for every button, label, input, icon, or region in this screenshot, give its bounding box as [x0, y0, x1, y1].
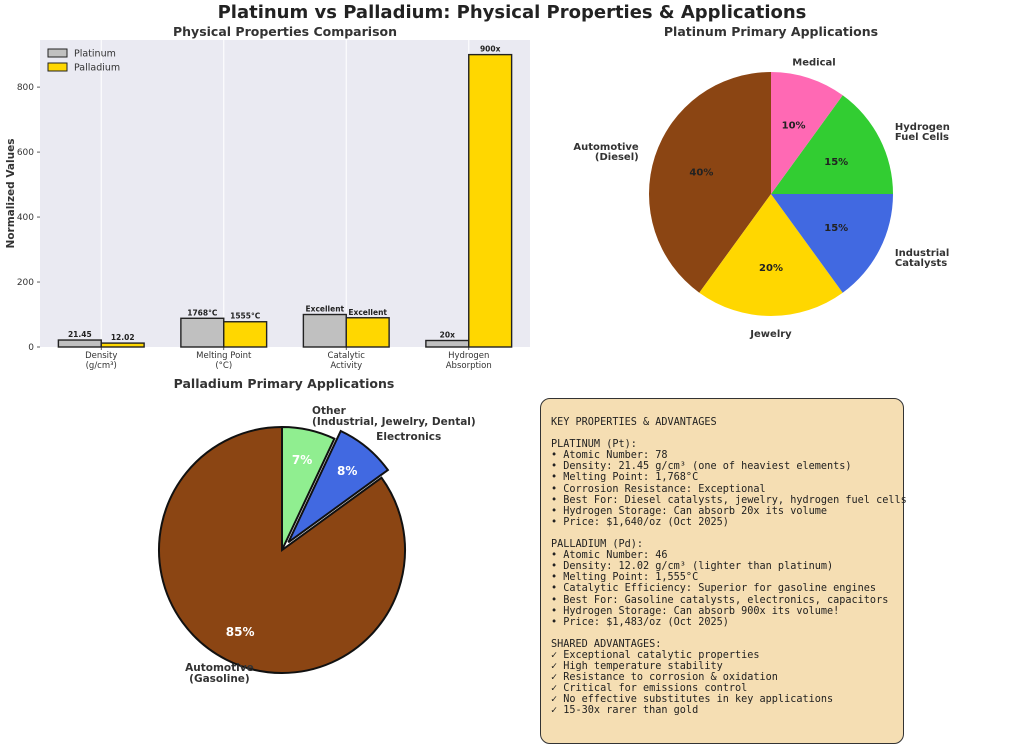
legend-label-platinum: Platinum [74, 49, 116, 60]
info-line: • Catalytic Efficiency: Superior for gas… [551, 583, 877, 595]
plot-area [40, 40, 530, 347]
pie-category-label: Other (Industrial, Jewelry, Dental) [312, 405, 476, 428]
pie-pct-label: 15% [824, 157, 848, 168]
pie-slice [699, 194, 843, 316]
info-line: PLATINUM (Pt): [551, 439, 637, 451]
info-line: • Melting Point: 1,768°C [551, 472, 699, 484]
legend-swatch-platinum [47, 48, 68, 58]
pie-category-label: Automotive (Diesel) [573, 142, 639, 163]
bar-value-label: 900x [480, 45, 501, 54]
pie-pct-label: 40% [689, 167, 713, 178]
bar-palladium [100, 342, 145, 348]
platinum-pie-title: Platinum Primary Applications [664, 24, 878, 39]
info-line: • Hydrogen Storage: Can absorb 900x its … [551, 605, 840, 617]
bar-value-label: 1768°C [187, 308, 218, 317]
platinum-pie-chart: Platinum Primary Applications 40% Automoti… [573, 24, 950, 340]
info-line: ✓ No effective substitutes in key applic… [551, 694, 834, 706]
info-line: • Hydrogen Storage: Can absorb 20x its v… [551, 505, 828, 517]
pie-pct-label: 85% [226, 625, 255, 639]
info-line: ✓ 15-30x rarer than gold [551, 705, 699, 717]
bar-value-label: 21.45 [68, 330, 92, 339]
pie-category-label: Electronics [376, 431, 441, 443]
legend: Platinum Palladium [47, 48, 120, 74]
info-line: ✓ Exceptional catalytic properties [551, 649, 760, 661]
info-line: KEY PROPERTIES & ADVANTAGES [551, 417, 717, 428]
palladium-pie-chart: Palladium Primary Applications 85% Automot… [158, 376, 476, 685]
y-tick-label: 400 [17, 213, 34, 223]
info-line: PALLADIUM (Pd): [551, 539, 644, 551]
bar-palladium [345, 317, 390, 348]
y-tick-label: 0 [28, 343, 34, 353]
pie-pct-label: 8% [337, 464, 357, 478]
bar-value-label: 12.02 [111, 333, 135, 342]
pie-category-label: Industrial Catalysts [895, 248, 949, 269]
x-tick-label: Hydrogen Absorption [446, 351, 492, 371]
pie-pct-label: 15% [824, 223, 848, 234]
info-line: • Price: $1,483/oz (Oct 2025) [551, 616, 729, 628]
info-line: • Corrosion Resistance: Exceptional [551, 483, 766, 495]
info-line: SHARED ADVANTAGES: [551, 638, 662, 650]
info-line: • Melting Point: 1,555°C [551, 572, 699, 584]
info-line: • Best For: Gasoline catalysts, electron… [551, 594, 889, 606]
bar-chart-title: Physical Properties Comparison [173, 24, 397, 39]
bar-chart: Physical Properties Comparison 0 200 400 600… [5, 24, 530, 371]
pie-slice [771, 194, 893, 293]
pie-pct-label: 20% [759, 263, 783, 274]
info-line: ✓ Resistance to corrosion & oxidation [551, 672, 778, 684]
pie-category-label: Jewelry [749, 329, 792, 340]
key-properties-box: KEY PROPERTIES & ADVANTAGES PLATINUM (Pt)… [540, 398, 907, 744]
pie-pct-label: 7% [292, 453, 312, 467]
palladium-pie-title: Palladium Primary Applications [174, 376, 395, 391]
info-line: • Density: 12.02 g/cm³ (lighter than pla… [551, 561, 834, 573]
y-tick-label: 800 [17, 83, 34, 93]
info-line [551, 628, 903, 639]
bar-palladium [223, 321, 268, 348]
info-line [551, 528, 903, 539]
info-line [551, 428, 903, 439]
info-line: • Best For: Diesel catalysts, jewelry, h… [551, 494, 907, 506]
bar-value-label: Excellent [305, 305, 344, 314]
x-tick-label: Melting Point (°C) [196, 351, 252, 371]
pie-slice [649, 72, 771, 293]
info-line: • Price: $1,640/oz (Oct 2025) [551, 516, 729, 528]
info-line: ✓ High temperature stability [551, 661, 723, 673]
pie-slice [771, 72, 843, 194]
pie-category-label: Hydrogen Fuel Cells [895, 122, 950, 143]
x-tick-label: Catalytic Activity [328, 351, 366, 371]
x-tick-label: Density (g/cm³) [85, 351, 117, 371]
pie-category-label: Automotive (Gasoline) [185, 662, 254, 685]
legend-label-palladium: Palladium [74, 63, 120, 74]
figure-title: Platinum vs Palladium: Physical Properti… [217, 2, 807, 23]
bar-platinum [180, 317, 225, 348]
info-line: • Atomic Number: 78 [551, 450, 668, 462]
y-axis-label: Normalized Values [5, 139, 17, 249]
y-tick-label: 200 [17, 278, 34, 288]
bar-platinum [425, 339, 470, 348]
bar-value-label: 1555°C [230, 312, 261, 321]
info-line: ✓ Critical for emissions control [551, 683, 748, 695]
legend-swatch-palladium [47, 62, 68, 72]
bar-value-label: 20x [440, 331, 455, 340]
pie-category-label: Medical [792, 58, 835, 69]
info-line: • Density: 21.45 g/cm³ (one of heaviest … [551, 461, 852, 473]
bar-platinum [57, 339, 102, 348]
pie-slice [281, 425, 336, 551]
pie-slice [287, 429, 390, 544]
bar-value-label: Excellent [348, 308, 387, 317]
bar-platinum [302, 313, 347, 348]
pie-pct-label: 10% [782, 120, 806, 131]
bar-palladium [468, 53, 513, 348]
pie-slice [771, 95, 893, 194]
y-tick-label: 600 [17, 148, 34, 158]
info-line: • Atomic Number: 46 [551, 550, 668, 562]
